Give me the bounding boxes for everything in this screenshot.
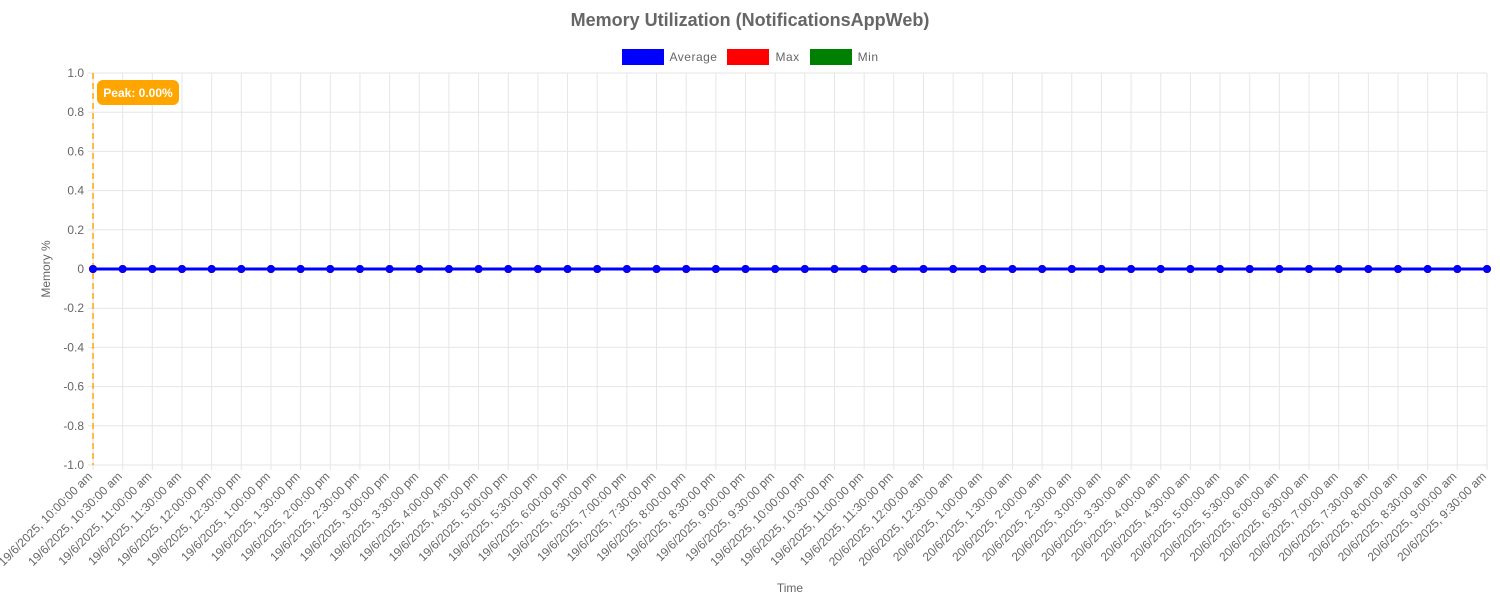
data-point-average: [652, 265, 661, 273]
peak-annotation-box: [97, 80, 179, 105]
y-tick-label: 0.8: [67, 105, 84, 119]
data-point-average: [1394, 265, 1403, 273]
data-point-average: [563, 265, 572, 273]
data-point-average: [741, 265, 750, 273]
y-tick-label: -0.6: [63, 380, 84, 394]
data-point-average: [1097, 265, 1106, 273]
data-point-average: [889, 265, 898, 273]
data-point-average: [830, 265, 839, 273]
data-point-average: [385, 265, 394, 273]
data-point-average: [1364, 265, 1373, 273]
data-point-average: [326, 265, 335, 273]
data-point-average: [800, 265, 809, 273]
y-tick-label: -1.0: [63, 458, 84, 472]
y-tick-label: 0.4: [67, 184, 84, 198]
data-point-average: [1275, 265, 1284, 273]
legend: Average Max Min: [0, 49, 1500, 65]
data-point-average: [1038, 265, 1047, 273]
data-point-average: [1305, 265, 1314, 273]
data-point-average: [682, 265, 691, 273]
data-point-average: [1483, 265, 1491, 273]
data-point-average: [1008, 265, 1017, 273]
data-point-average: [355, 265, 364, 273]
y-tick-label: 0: [77, 262, 84, 276]
data-point-average: [415, 265, 424, 273]
y-tick-label: 1.0: [67, 66, 84, 80]
data-point-average: [1127, 265, 1136, 273]
data-point-average: [237, 265, 246, 273]
legend-item-max[interactable]: Max: [727, 49, 799, 65]
data-point-average: [207, 265, 216, 273]
data-point-average: [622, 265, 631, 273]
data-point-average: [1067, 265, 1076, 273]
legend-item-min[interactable]: Min: [809, 49, 879, 65]
y-axis-title: Memory %: [39, 240, 53, 298]
data-point-average: [919, 265, 928, 273]
data-point-average: [771, 265, 780, 273]
y-tick-label: -0.8: [63, 419, 84, 433]
data-point-average: [266, 265, 275, 273]
peak-annotation-label: Peak: 0.00%: [103, 86, 173, 100]
data-point-average: [118, 265, 127, 273]
x-axis-title: Time: [777, 581, 804, 595]
data-point-average: [978, 265, 987, 273]
y-tick-label: -0.2: [63, 301, 84, 315]
data-point-average: [1186, 265, 1195, 273]
legend-label-average: Average: [669, 50, 718, 64]
legend-item-average[interactable]: Average: [621, 49, 718, 65]
data-point-average: [474, 265, 483, 273]
data-point-average: [296, 265, 305, 273]
data-point-average: [860, 265, 869, 273]
data-point-average: [444, 265, 453, 273]
chart-title: Memory Utilization (NotificationsAppWeb): [570, 10, 930, 30]
legend-swatch-max: [727, 49, 770, 65]
data-point-average: [949, 265, 958, 273]
data-point-average: [504, 265, 513, 273]
data-point-average: [711, 265, 720, 273]
legend-swatch-min: [809, 49, 852, 65]
data-point-average: [593, 265, 602, 273]
legend-label-min: Min: [857, 50, 879, 64]
data-point-average: [1453, 265, 1462, 273]
data-point-average: [1423, 265, 1432, 273]
y-tick-label: -0.4: [63, 340, 84, 354]
data-point-average: [89, 265, 97, 273]
y-tick-label: 0.6: [67, 144, 84, 158]
legend-swatch-average: [621, 49, 664, 65]
data-point-average: [177, 265, 186, 273]
data-point-average: [1216, 265, 1225, 273]
data-point-average: [1245, 265, 1254, 273]
data-point-average: [148, 265, 157, 273]
data-point-average: [1156, 265, 1165, 273]
legend-label-max: Max: [775, 50, 800, 64]
data-point-average: [533, 265, 542, 273]
y-tick-label: 0.2: [67, 223, 84, 237]
data-point-average: [1334, 265, 1343, 273]
